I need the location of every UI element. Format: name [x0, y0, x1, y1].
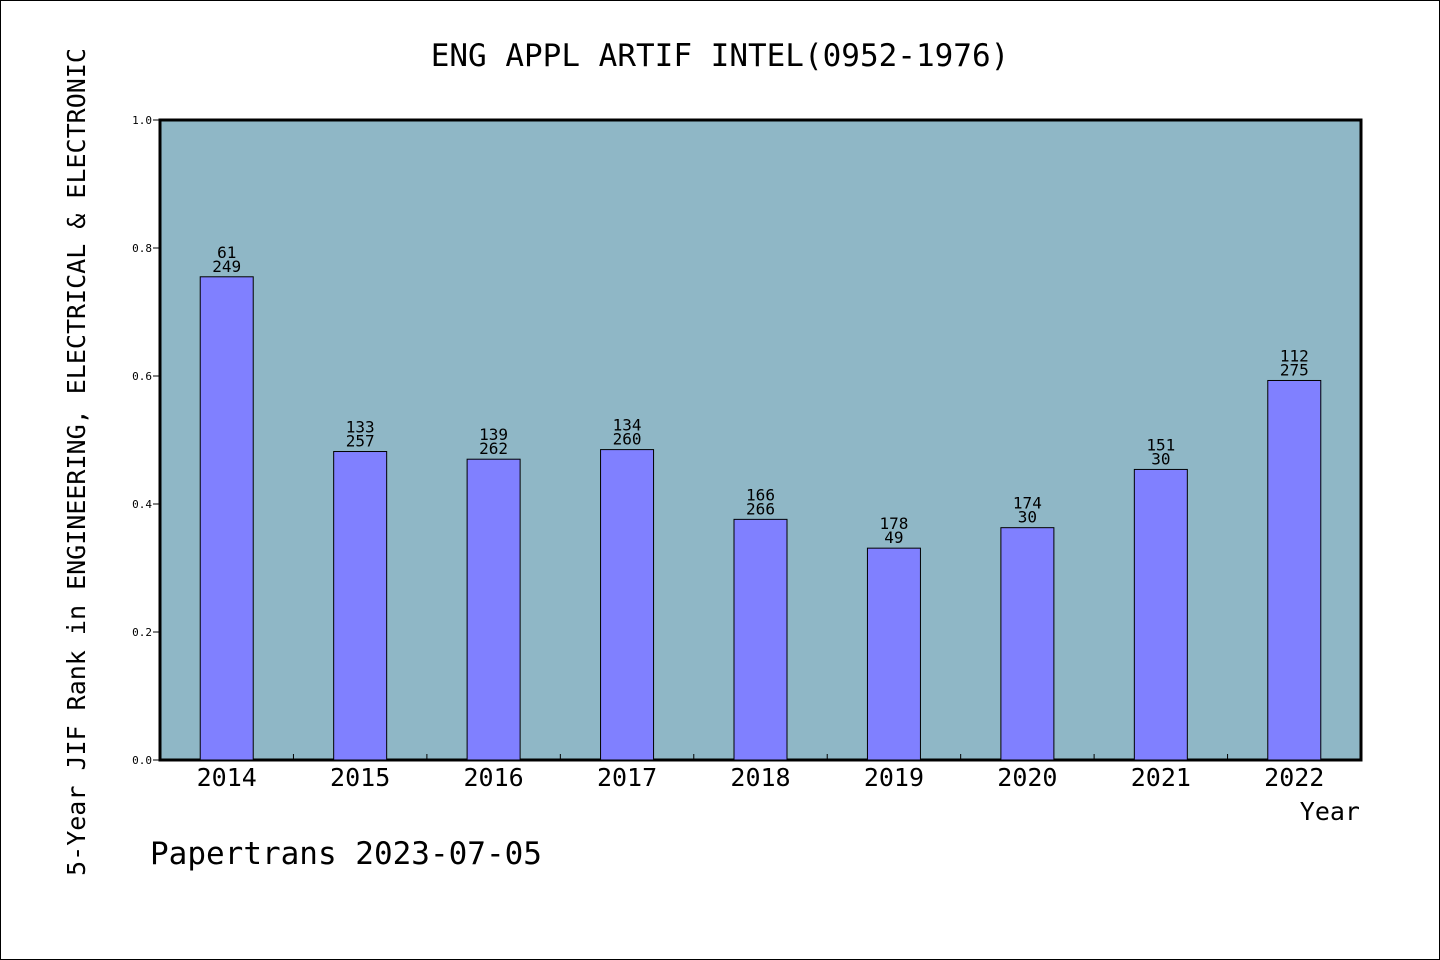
bar-2016 [466, 458, 521, 761]
bar-label-top: 139 [479, 425, 508, 444]
bar-label-bottom: 266 [746, 499, 775, 518]
bar-2015 [333, 451, 388, 761]
x-tick-label: 2020 [997, 763, 1057, 792]
bar-label-bottom: 30 [1018, 508, 1037, 527]
bar-label-bottom: 49 [884, 528, 903, 547]
chart-title: ENG APPL ARTIF INTEL(0952-1976) [431, 38, 1010, 74]
bar-label-top: 166 [746, 485, 775, 504]
bar-2014 [199, 276, 254, 761]
x-tick-label: 2014 [197, 763, 257, 792]
x-tick-label: 2015 [330, 763, 390, 792]
bar-label-top: 61 [217, 243, 236, 262]
bar-label-bottom: 30 [1151, 449, 1170, 468]
y-axis-label: 5-Year JIF Rank in ENGINEERING, ELECTRIC… [62, 48, 91, 876]
bar-label-bottom: 260 [613, 430, 642, 449]
x-tick-label: 2016 [464, 763, 524, 792]
bar-2022 [1267, 379, 1322, 761]
x-tick-label: 2017 [597, 763, 657, 792]
x-axis-label: Year [1300, 797, 1360, 826]
y-tick-label: 0.2 [132, 626, 152, 639]
bar-2017 [600, 449, 655, 761]
bar-label-top: 151 [1146, 435, 1175, 454]
bar-label-bottom: 249 [212, 257, 241, 276]
y-axis: 0.0 0.2 0.4 0.6 0.8 1.0 [132, 114, 160, 767]
x-tick-label: 2021 [1131, 763, 1191, 792]
footer-credit: Papertrans 2023-07-05 [150, 836, 542, 872]
y-tick-label: 1.0 [132, 114, 152, 127]
y-tick-label: 0.0 [132, 754, 152, 767]
bar-label-top: 133 [346, 418, 375, 437]
bar-label-bottom: 275 [1280, 360, 1309, 379]
bar-label-bottom: 262 [479, 439, 508, 458]
x-tick-label: 2019 [864, 763, 924, 792]
bar-label-bottom: 257 [346, 432, 375, 451]
bar-2020 [1000, 527, 1055, 761]
x-axis: 2014 2015 2016 2017 2018 2019 2020 2021 2022 [197, 754, 1324, 792]
bar-label-top: 134 [613, 416, 642, 435]
bar-2019 [866, 547, 921, 761]
x-tick-label: 2018 [730, 763, 790, 792]
y-tick-label: 0.8 [132, 242, 152, 255]
y-tick-label: 0.6 [132, 370, 152, 383]
bar-2021 [1133, 468, 1188, 761]
bar-label-top: 174 [1013, 494, 1042, 513]
bar-label-top: 112 [1280, 346, 1309, 365]
bar-label-top: 178 [879, 514, 908, 533]
x-tick-label: 2022 [1264, 763, 1324, 792]
bar-2018 [733, 518, 788, 761]
y-tick-label: 0.4 [132, 498, 152, 511]
